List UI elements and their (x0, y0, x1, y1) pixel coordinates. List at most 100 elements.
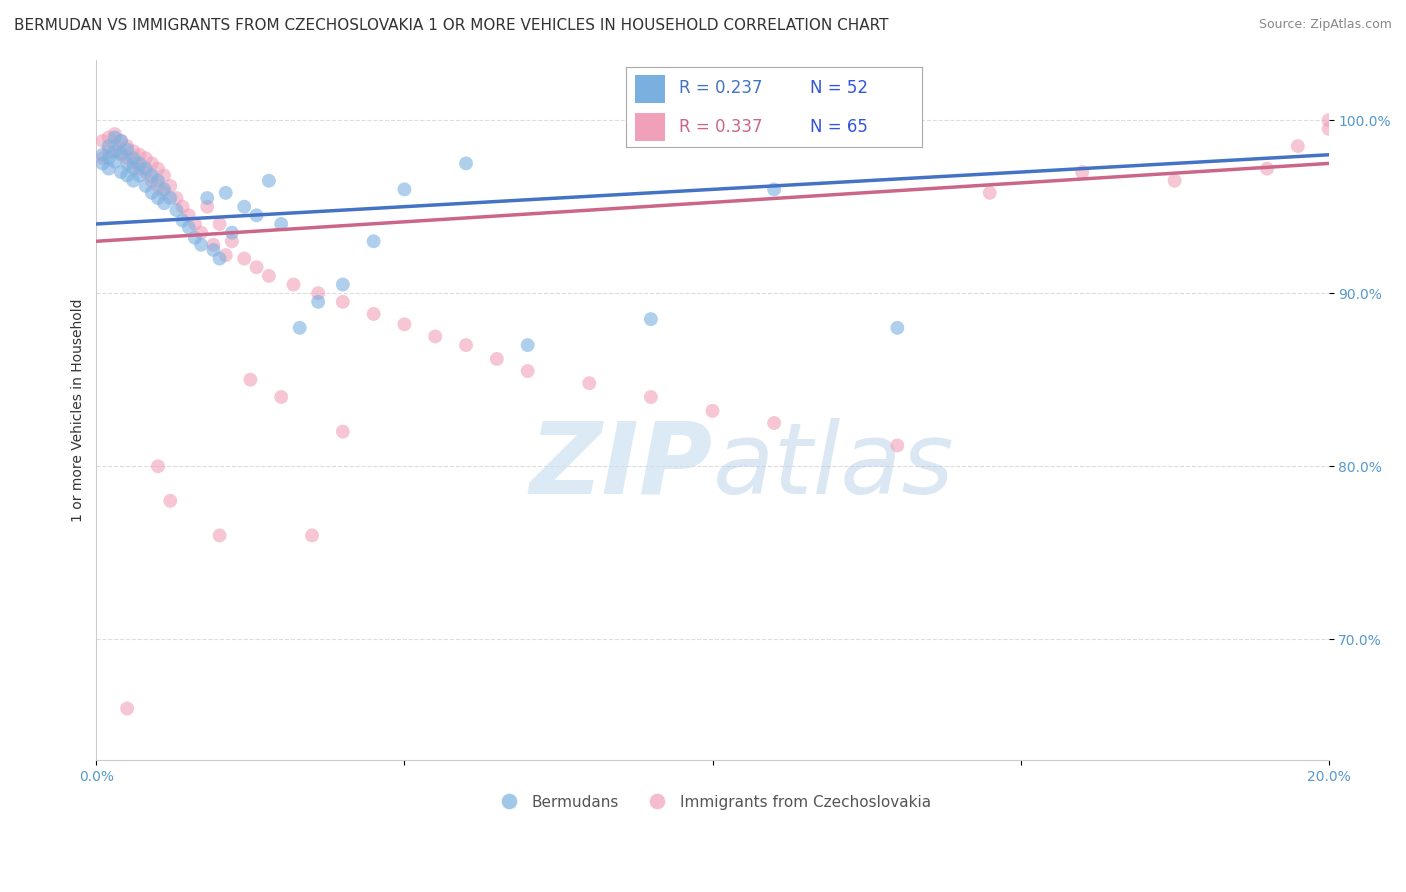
Point (104, 130, 127, 145)
Point (141, 186, 163, 200)
Point (640, 390, 662, 404)
Point (184, 217, 207, 231)
Point (122, 174, 145, 188)
Point (115, 169, 138, 183)
Point (97, 139, 120, 153)
Point (135, 178, 157, 193)
Point (141, 174, 163, 188)
Point (128, 148, 150, 162)
Point (91, 151, 114, 165)
Point (153, 182, 176, 196)
Point (146, 174, 169, 188)
Point (190, 237, 212, 252)
Point (91, 156, 114, 170)
Point (283, 277, 305, 292)
Point (159, 191, 181, 205)
Point (97, 145, 120, 159)
Point (141, 169, 163, 183)
Point (153, 196, 176, 211)
Point (245, 260, 267, 275)
Point (208, 217, 231, 231)
Point (115, 143, 138, 157)
Point (454, 338, 477, 352)
Point (270, 217, 292, 231)
Point (208, 252, 231, 266)
Text: BERMUDAN VS IMMIGRANTS FROM CZECHOSLOVAKIA 1 OR MORE VEHICLES IN HOUSEHOLD CORRE: BERMUDAN VS IMMIGRANTS FROM CZECHOSLOVAK… (14, 18, 889, 33)
Point (146, 178, 169, 193)
Point (122, 156, 145, 170)
Point (516, 364, 538, 378)
Text: atlas: atlas (713, 417, 955, 515)
Point (146, 191, 169, 205)
Y-axis label: 1 or more Vehicles in Household: 1 or more Vehicles in Household (72, 298, 86, 522)
Point (363, 307, 385, 321)
Point (146, 459, 169, 474)
Point (516, 338, 538, 352)
Point (97, 161, 120, 176)
Point (702, 404, 724, 418)
Point (454, 156, 477, 170)
Point (1163, 174, 1185, 188)
Point (184, 231, 207, 245)
Point (128, 156, 150, 170)
Point (115, 151, 138, 165)
Point (115, 701, 138, 715)
Point (215, 186, 238, 200)
Point (640, 312, 662, 326)
Point (190, 226, 212, 240)
Point (91, 134, 114, 148)
Point (122, 145, 145, 159)
Point (115, 139, 138, 153)
Point (202, 243, 225, 257)
Point (146, 161, 169, 176)
Point (257, 268, 280, 283)
Point (177, 208, 200, 222)
Point (159, 493, 181, 508)
Point (135, 165, 157, 179)
Point (578, 376, 600, 391)
Point (195, 191, 218, 205)
Point (177, 220, 200, 235)
Point (122, 161, 145, 176)
Point (202, 237, 225, 252)
Point (195, 200, 218, 214)
Point (301, 528, 323, 542)
Point (270, 390, 292, 404)
Point (110, 148, 132, 162)
Point (153, 186, 176, 200)
Point (886, 438, 908, 452)
Point (165, 203, 187, 218)
Point (104, 145, 127, 159)
Point (288, 320, 311, 334)
Point (307, 286, 329, 301)
Point (233, 200, 256, 214)
Point (332, 294, 354, 309)
Point (221, 226, 243, 240)
Point (104, 127, 127, 141)
Point (115, 156, 138, 170)
Point (122, 151, 145, 165)
Point (1071, 165, 1094, 179)
Point (135, 161, 157, 176)
Point (91, 148, 114, 162)
Point (763, 416, 786, 430)
Point (104, 154, 127, 169)
Point (1256, 161, 1278, 176)
Point (221, 234, 243, 248)
Point (979, 186, 1001, 200)
Point (128, 169, 150, 183)
Point (233, 252, 256, 266)
Point (394, 182, 416, 196)
Point (886, 320, 908, 334)
Point (307, 294, 329, 309)
Point (128, 161, 150, 176)
Point (332, 425, 354, 439)
Point (104, 139, 127, 153)
Point (97, 151, 120, 165)
Point (1317, 121, 1340, 136)
Point (135, 151, 157, 165)
Point (97, 130, 120, 145)
Point (257, 174, 280, 188)
Point (110, 134, 132, 148)
Point (165, 191, 187, 205)
